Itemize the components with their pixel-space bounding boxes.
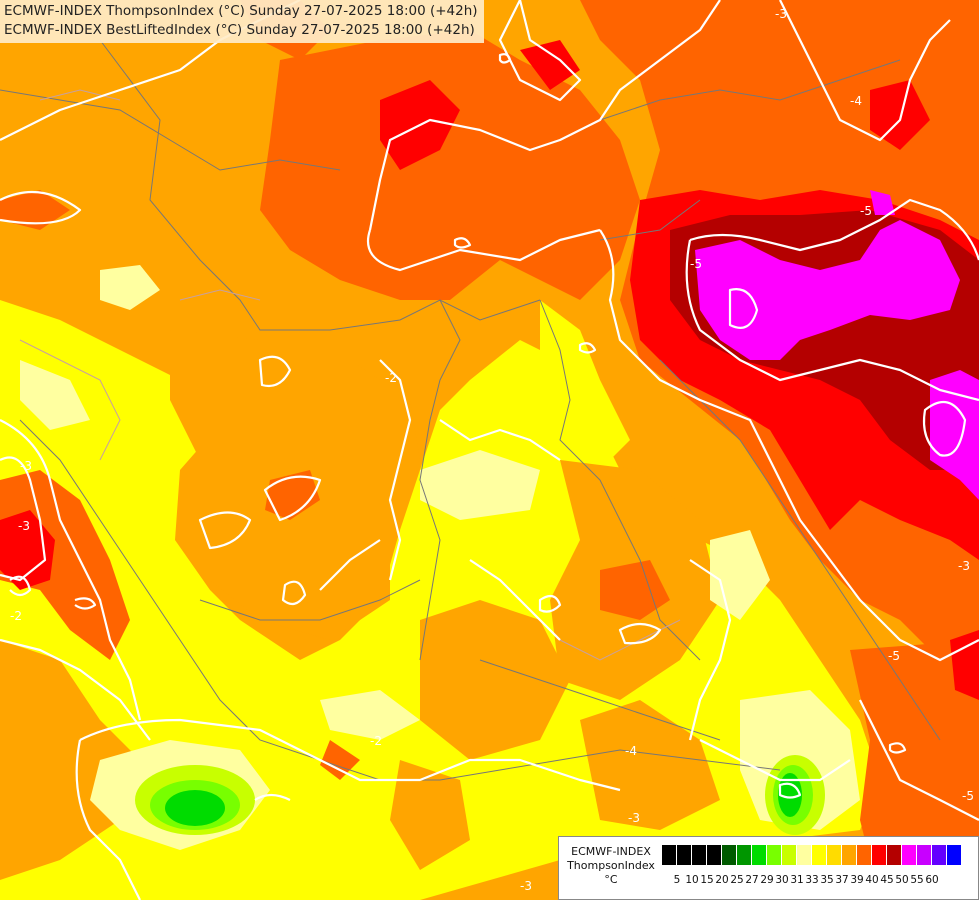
legend-swatch [722,845,736,865]
legend-title-line2: ThompsonIndex [567,859,655,872]
contour-label: -2 [385,371,397,385]
contour-label: -3 [18,519,30,533]
legend-swatch [827,845,841,865]
legend-swatch [812,845,826,865]
legend-swatch [842,845,856,865]
legend-label: 20 [715,874,729,886]
legend-label: 33 [805,874,819,886]
legend-label: 35 [820,874,834,886]
legend-label: 31 [790,874,804,886]
legend-label: 39 [850,874,864,886]
color-legend: ECMWF-INDEX ThompsonIndex °C 5 10 15 20 25 27… [558,836,979,900]
legend-label: 40 [865,874,879,886]
contour-label: -5 [860,204,872,218]
contour-label: -3 [520,879,532,893]
map-header: ECMWF-INDEX ThompsonIndex (°C) Sunday 27… [0,0,484,43]
legend-swatch [662,845,676,865]
contour-label: -2 [10,609,22,623]
legend-swatch [887,845,901,865]
contour-label: -3 [775,7,787,21]
legend-swatch [692,845,706,865]
contour-label: -4 [625,744,637,758]
legend-swatch [737,845,751,865]
contour-label: -3 [958,559,970,573]
green-field-southeast [765,755,825,835]
legend-label: 50 [895,874,909,886]
legend-swatch [947,845,961,865]
legend-label: 60 [925,874,939,886]
legend-label: 5 [673,874,681,886]
legend-label: 27 [745,874,759,886]
legend-title-line3: °C [604,873,618,886]
legend-swatch [752,845,766,865]
legend-swatch [797,845,811,865]
contour-label: -5 [690,257,702,271]
legend-label: 15 [700,874,714,886]
legend-label: 37 [835,874,849,886]
legend-label: 55 [910,874,924,886]
header-line-lifted: ECMWF-INDEX BestLiftedIndex (°C) Sunday … [4,22,475,38]
contour-label: -5 [888,649,900,663]
contour-label: -2 [370,734,382,748]
legend-label: 45 [880,874,894,886]
contour-label: -3 [20,459,32,473]
legend-swatch [767,845,781,865]
legend-swatch [857,845,871,865]
contour-label: -4 [850,94,862,108]
legend-label: 30 [775,874,789,886]
legend-swatch [917,845,931,865]
legend-swatch [902,845,916,865]
contour-label: -5 [962,789,974,803]
legend-swatch [782,845,796,865]
legend-swatch [707,845,721,865]
legend-title-line1: ECMWF-INDEX [571,845,651,858]
green-field-southwest [135,765,255,835]
legend-swatch [872,845,886,865]
legend-swatch [932,845,946,865]
contour-label: -3 [628,811,640,825]
contour-labels: -3-3-4-5-5-2-2-3-3-2-4-5-5-3-3-5 [10,7,974,893]
legend-label: 10 [685,874,699,886]
legend-label: 25 [730,874,744,886]
legend-swatch [677,845,691,865]
legend-title: ECMWF-INDEX ThompsonIndex °C [563,845,659,887]
header-line-thompson: ECMWF-INDEX ThompsonIndex (°C) Sunday 27… [4,3,478,19]
legend-label: 29 [760,874,774,886]
